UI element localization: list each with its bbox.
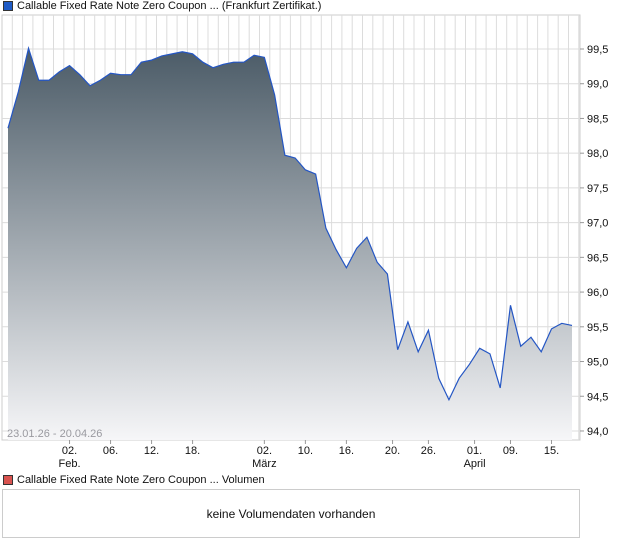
x-tick-month: März [252, 458, 276, 470]
volume-empty-message: keine Volumendaten vorhanden [206, 506, 376, 521]
y-tick-label: 94,0 [587, 426, 608, 438]
price-legend: Callable Fixed Rate Note Zero Coupon ...… [3, 0, 321, 12]
legend-swatch [3, 1, 13, 11]
x-tick-label: 02. [257, 445, 272, 457]
y-tick-label: 97,5 [587, 183, 608, 195]
y-tick-label: 99,0 [587, 79, 608, 91]
price-area [8, 48, 572, 440]
price-chart: 94,0 94,5 95,0 95,5 96,0 96,5 97,0 97,5 98,0 98,5… [1, 14, 608, 470]
x-tick-month: Feb. [59, 458, 81, 470]
x-tick-label: 06. [103, 445, 118, 457]
x-tick-label: 12. [144, 445, 159, 457]
x-tick-label: 15. [544, 445, 559, 457]
y-tick-label: 96,5 [587, 252, 608, 264]
y-tick-label: 95,0 [587, 357, 608, 369]
x-tick-month: April [464, 458, 486, 470]
y-tick-label: 99,5 [587, 44, 608, 56]
price-line [7, 46, 573, 402]
x-tick-label: 18. [185, 445, 200, 457]
y-tick-label: 96,0 [587, 287, 608, 299]
price-legend-label: Callable Fixed Rate Note Zero Coupon ...… [17, 0, 322, 12]
volume-legend-label: Callable Fixed Rate Note Zero Coupon ...… [17, 474, 265, 486]
x-tick-label: 26. [421, 445, 436, 457]
date-range-label: 23.01.26 - 20.04.26 [7, 428, 102, 440]
x-tick-label: 16. [339, 445, 354, 457]
x-tick-label: 02. [62, 445, 77, 457]
volume-legend: Callable Fixed Rate Note Zero Coupon ...… [3, 474, 265, 486]
volume-panel: keine Volumendaten vorhanden [2, 489, 580, 538]
legend-swatch [3, 475, 13, 485]
y-tick-label: 98,0 [587, 148, 608, 160]
y-tick-label: 98,5 [587, 113, 608, 125]
x-tick-label: 09. [503, 445, 518, 457]
x-tick-label: 20. [385, 445, 400, 457]
y-tick-label: 95,5 [587, 322, 608, 334]
x-tick-label: 10. [298, 445, 313, 457]
y-tick-label: 94,5 [587, 391, 608, 403]
y-tick-label: 97,0 [587, 218, 608, 230]
x-tick-label: 01. [467, 445, 482, 457]
